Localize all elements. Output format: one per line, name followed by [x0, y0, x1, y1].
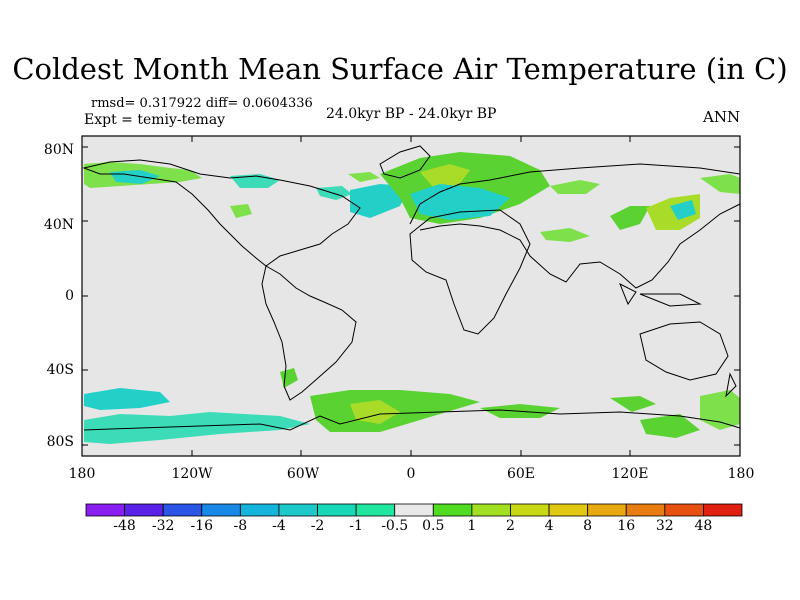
colorbar-box — [703, 503, 743, 517]
coastlines — [82, 145, 741, 431]
patch-kamchatka-green — [700, 174, 740, 194]
south-america-coast — [261, 265, 357, 401]
patch-scandinavia-yellow — [420, 164, 470, 186]
colorbar-label: 4 — [544, 518, 554, 534]
colorbar-label: 2 — [506, 518, 515, 534]
patch-japan-cyan — [670, 200, 696, 220]
season-label: ANN — [703, 108, 741, 126]
lon-label-180e: 180 — [727, 466, 755, 482]
colorbar-label: -16 — [190, 518, 214, 534]
colorbar-label: 8 — [583, 518, 593, 534]
indonesia-coast — [619, 282, 702, 307]
colorbar-box — [432, 503, 473, 517]
colorbar-label: -8 — [233, 518, 248, 534]
experiment-line: Expt = temiy-temay — [84, 112, 226, 128]
colorbar — [85, 503, 743, 517]
lat-label-0: 0 — [65, 288, 74, 304]
patch-australia-south-green — [610, 396, 656, 412]
colorbar-label: -2 — [310, 518, 325, 534]
patch-south-green — [640, 414, 700, 438]
colorbar-label: 32 — [655, 518, 674, 534]
lon-label-120e: 120E — [611, 466, 649, 482]
eurasia-coast — [409, 163, 741, 289]
lon-label-180w: 180 — [68, 466, 96, 482]
colorbar-box — [548, 503, 589, 517]
colorbar-label: -4 — [272, 518, 286, 534]
australia-coast — [639, 321, 729, 381]
colorbar-label: -0.5 — [381, 518, 409, 534]
period-subtitle: 24.0kyr BP - 24.0kyr BP — [326, 106, 497, 122]
colorbar-box — [278, 503, 318, 517]
map-ticks — [82, 136, 740, 456]
lon-label-0: 0 — [406, 466, 416, 482]
patch-siberia-green — [550, 180, 600, 194]
colorbar-box — [587, 503, 627, 517]
colorbar-label: -32 — [151, 518, 175, 534]
patch-asia-green — [540, 228, 590, 242]
colorbar-label: -48 — [113, 518, 136, 534]
lat-label-80s: 80S — [46, 434, 74, 450]
lon-label-120w: 120W — [171, 466, 213, 482]
figure-title: Coldest Month Mean Surface Air Temperatu… — [12, 52, 788, 86]
patch-antarctic-cyan — [84, 412, 310, 444]
colorbar-box — [664, 503, 704, 517]
colorbar-label: 0.5 — [422, 518, 445, 534]
colorbar-label: 1 — [467, 518, 477, 534]
lon-label-60w: 60W — [286, 466, 320, 482]
colorbar-box — [162, 503, 203, 517]
colorbar-box — [394, 503, 434, 517]
antarctica-coast — [83, 409, 741, 431]
colorbar-boxes — [85, 503, 743, 517]
patch-baffin-green — [348, 172, 380, 182]
colorbar-label: 16 — [617, 518, 636, 534]
stats-line: rmsd= 0.317922 diff= 0.0604336 — [91, 96, 313, 111]
colorbar-box — [355, 503, 396, 517]
patch-pacific-cyan — [84, 388, 170, 410]
colorbar-box — [317, 503, 357, 517]
patch-na-green — [230, 204, 252, 218]
colorbar-label: 48 — [694, 518, 713, 534]
colorbar-box — [625, 503, 666, 517]
lat-label-40s: 40S — [46, 362, 74, 378]
colorbar-box — [85, 503, 125, 517]
lat-label-80n: 80N — [43, 142, 74, 158]
colorbar-box — [201, 503, 241, 517]
colorbar-box — [471, 503, 511, 517]
greenland-coast — [379, 145, 431, 179]
colorbar-label: -1 — [349, 518, 363, 534]
patch-manchuria-green — [610, 206, 650, 230]
new-zealand-coast — [725, 372, 737, 398]
colorbar-box — [239, 503, 280, 517]
world-map — [81, 135, 741, 457]
north-america-coast — [82, 159, 361, 267]
lon-label-60e: 60E — [506, 466, 536, 482]
lat-label-40n: 40N — [43, 217, 74, 233]
colorbar-box — [124, 503, 164, 517]
patch-labrador-cyan — [350, 184, 410, 218]
colorbar-box — [510, 503, 550, 517]
africa-coast — [409, 209, 531, 335]
